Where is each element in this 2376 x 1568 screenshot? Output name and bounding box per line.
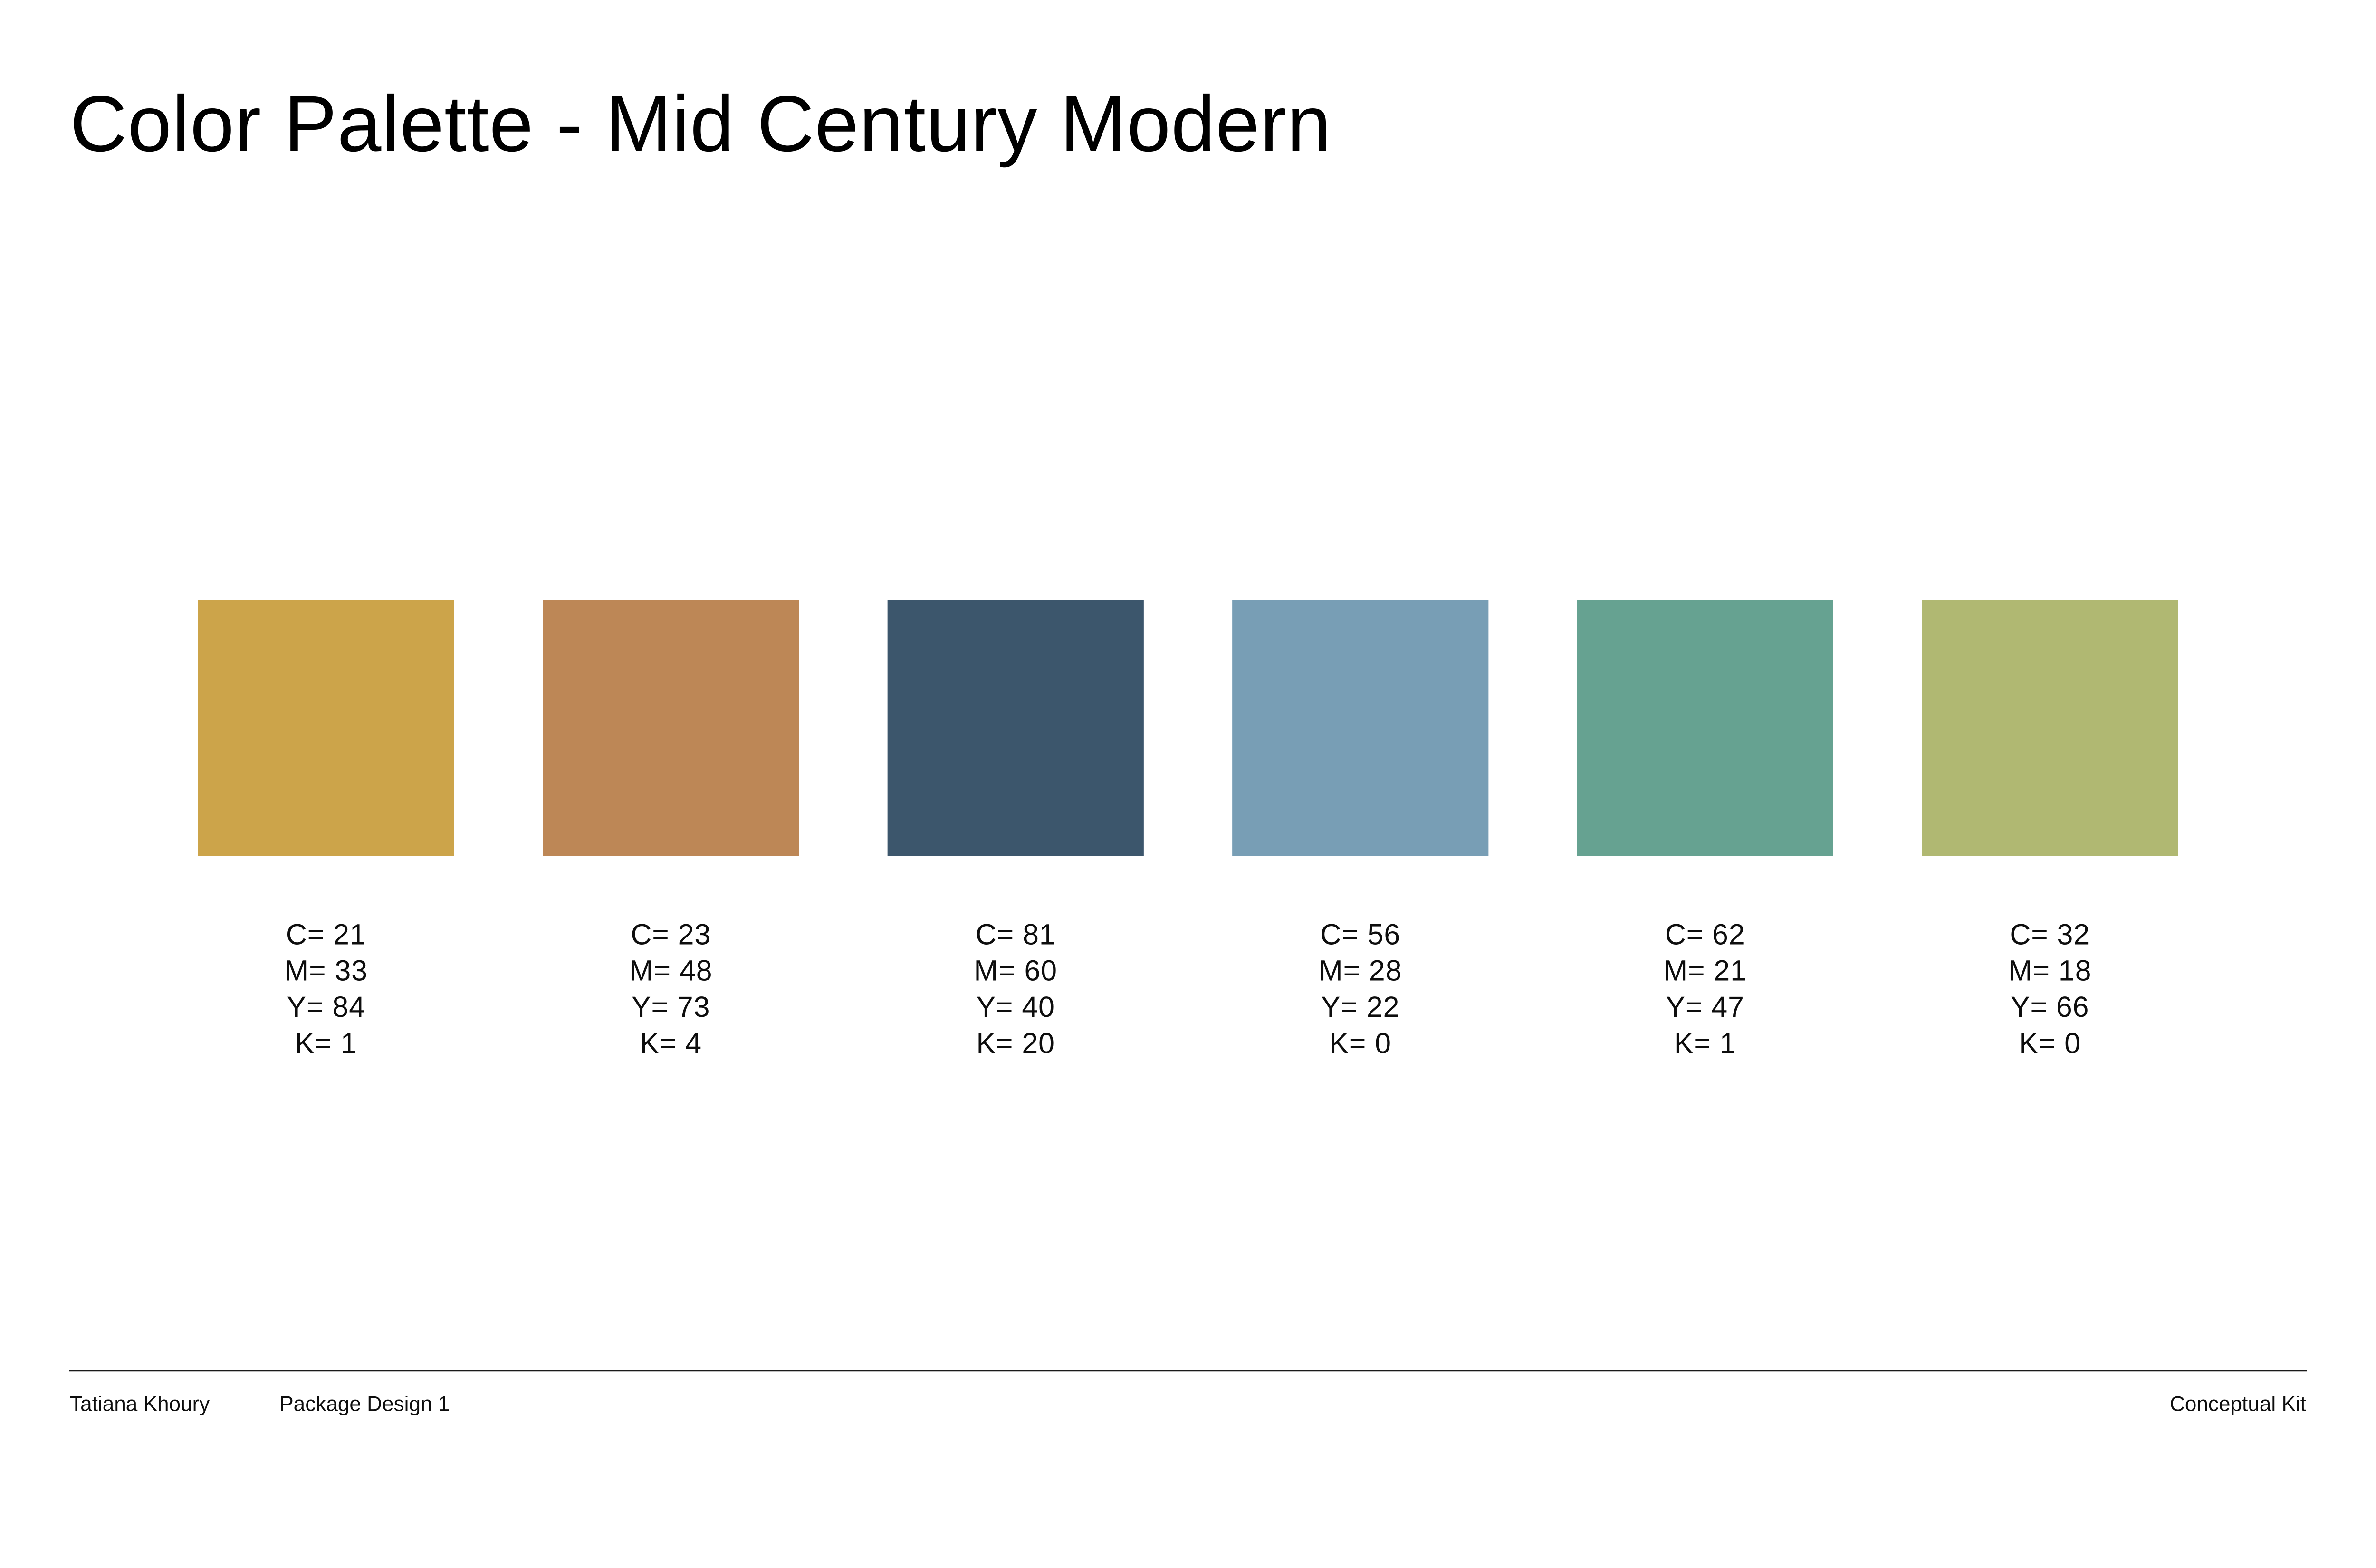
cmyk-values-2: C= 23 M= 48 Y= 73 K= 4: [629, 917, 713, 1062]
cmyk-black-value: K= 1: [295, 1027, 357, 1060]
footer-divider: [69, 1370, 2307, 1372]
color-swatch-teal-green: [1577, 600, 1833, 856]
color-swatch-dark-slate-blue: [887, 600, 1144, 856]
swatch-column-3: C= 81 M= 60 Y= 40 K= 20: [887, 600, 1144, 1062]
cmyk-black-value: K= 1: [1674, 1027, 1736, 1060]
color-swatch-terracotta: [543, 600, 799, 856]
swatch-column-6: C= 32 M= 18 Y= 66 K= 0: [1922, 600, 2178, 1062]
cmyk-cyan-value: C= 56: [1320, 918, 1401, 951]
swatch-column-1: C= 21 M= 33 Y= 84 K= 1: [198, 600, 454, 1062]
cmyk-values-6: C= 32 M= 18 Y= 66 K= 0: [2008, 917, 2092, 1062]
color-swatch-steel-blue: [1232, 600, 1489, 856]
swatch-column-5: C= 62 M= 21 Y= 47 K= 1: [1577, 600, 1833, 1062]
cmyk-magenta-value: M= 21: [1663, 955, 1747, 987]
cmyk-yellow-value: Y= 84: [287, 991, 365, 1023]
cmyk-magenta-value: M= 28: [1318, 955, 1402, 987]
swatch-column-2: C= 23 M= 48 Y= 73 K= 4: [543, 600, 799, 1062]
cmyk-cyan-value: C= 23: [631, 918, 711, 951]
cmyk-yellow-value: Y= 73: [632, 991, 710, 1023]
cmyk-cyan-value: C= 21: [286, 918, 366, 951]
cmyk-values-5: C= 62 M= 21 Y= 47 K= 1: [1663, 917, 1747, 1062]
cmyk-values-3: C= 81 M= 60 Y= 40 K= 20: [974, 917, 1057, 1062]
cmyk-cyan-value: C= 32: [2010, 918, 2090, 951]
cmyk-magenta-value: M= 18: [2008, 955, 2092, 987]
cmyk-yellow-value: Y= 40: [976, 991, 1055, 1023]
cmyk-cyan-value: C= 62: [1665, 918, 1745, 951]
cmyk-yellow-value: Y= 47: [1666, 991, 1744, 1023]
cmyk-yellow-value: Y= 22: [1321, 991, 1400, 1023]
cmyk-magenta-value: M= 33: [284, 955, 368, 987]
color-swatch-mustard-gold: [198, 600, 454, 856]
footer: Tatiana Khoury Package Design 1 Conceptu…: [69, 1392, 2307, 1425]
page-title: Color Palette - Mid Century Modern: [70, 79, 1332, 168]
color-swatch-olive-green: [1922, 600, 2178, 856]
cmyk-black-value: K= 20: [976, 1027, 1055, 1060]
cmyk-magenta-value: M= 60: [974, 955, 1058, 987]
footer-author-name: Tatiana Khoury: [70, 1392, 210, 1416]
footer-course-name: Package Design 1: [279, 1392, 450, 1416]
cmyk-cyan-value: C= 81: [975, 918, 1056, 951]
swatch-row: C= 21 M= 33 Y= 84 K= 1 C= 23 M= 48 Y= 73…: [198, 600, 2178, 1062]
cmyk-magenta-value: M= 48: [629, 955, 713, 987]
cmyk-values-4: C= 56 M= 28 Y= 22 K= 0: [1319, 917, 1402, 1062]
swatch-column-4: C= 56 M= 28 Y= 22 K= 0: [1232, 600, 1489, 1062]
cmyk-values-1: C= 21 M= 33 Y= 84 K= 1: [284, 917, 368, 1062]
cmyk-black-value: K= 0: [1329, 1027, 1392, 1060]
cmyk-black-value: K= 0: [2019, 1027, 2081, 1060]
cmyk-yellow-value: Y= 66: [2010, 991, 2089, 1023]
footer-project-name: Conceptual Kit: [2169, 1392, 2306, 1416]
cmyk-black-value: K= 4: [640, 1027, 702, 1060]
